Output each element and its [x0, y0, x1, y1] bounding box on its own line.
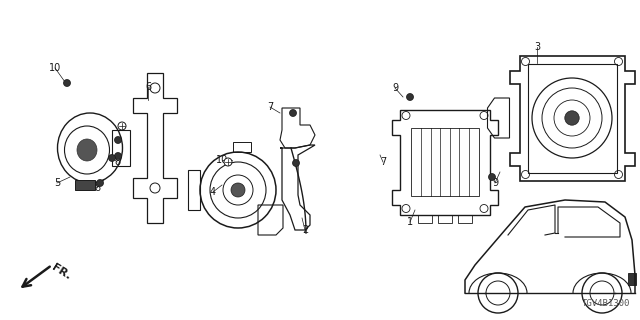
Bar — [628, 273, 636, 285]
Text: 2: 2 — [302, 225, 308, 235]
Text: TGV4B1300: TGV4B1300 — [582, 299, 630, 308]
Text: 1: 1 — [407, 217, 413, 227]
Ellipse shape — [77, 139, 97, 161]
Text: 6: 6 — [145, 82, 151, 92]
Bar — [112, 130, 130, 166]
Text: 10: 10 — [216, 155, 228, 165]
Text: 10: 10 — [49, 63, 61, 73]
Bar — [458, 214, 472, 222]
Circle shape — [231, 183, 245, 197]
Text: 9: 9 — [492, 178, 498, 188]
Circle shape — [289, 109, 296, 116]
Text: 7: 7 — [267, 102, 273, 112]
Circle shape — [488, 173, 495, 180]
Circle shape — [406, 93, 413, 100]
Circle shape — [115, 137, 122, 143]
Text: 8: 8 — [114, 157, 120, 167]
Bar — [233, 142, 251, 152]
Text: FR.: FR. — [50, 262, 73, 282]
Bar — [527, 63, 616, 172]
Bar — [75, 180, 95, 190]
Text: 4: 4 — [210, 187, 216, 197]
Text: 5: 5 — [54, 178, 60, 188]
Circle shape — [564, 111, 579, 125]
Bar — [438, 214, 452, 222]
Bar — [412, 128, 479, 196]
Circle shape — [292, 159, 300, 166]
Circle shape — [118, 122, 126, 130]
Text: 9: 9 — [392, 83, 398, 93]
Circle shape — [115, 153, 122, 159]
Text: 3: 3 — [534, 42, 540, 52]
Text: 8: 8 — [94, 183, 100, 193]
Circle shape — [224, 158, 232, 166]
Bar — [418, 214, 432, 222]
Circle shape — [97, 180, 104, 187]
Circle shape — [109, 155, 115, 162]
Text: 7: 7 — [380, 157, 386, 167]
Circle shape — [63, 79, 70, 86]
